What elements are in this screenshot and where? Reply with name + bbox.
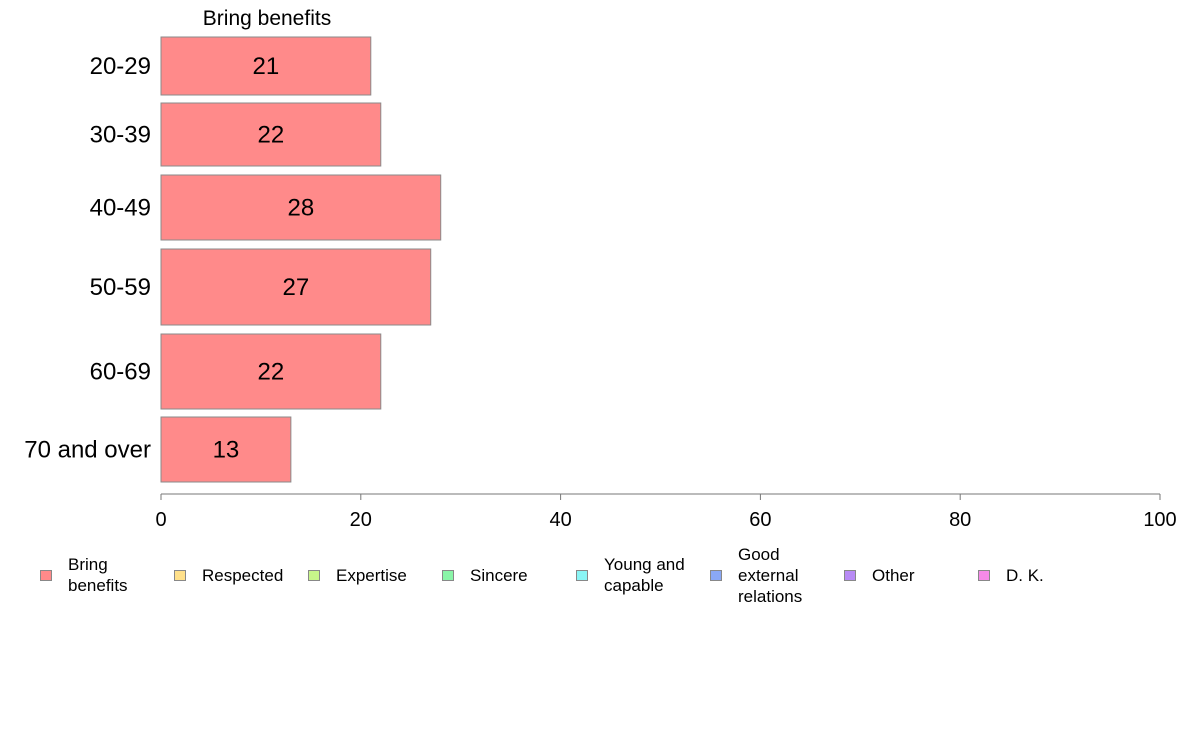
legend-label: D. K. (1006, 566, 1044, 585)
legend-item: D. K. (978, 565, 1044, 586)
legend-item: Sincere (442, 565, 528, 586)
bar-value-label: 13 (213, 437, 240, 464)
legend-label: Respected (202, 566, 284, 585)
x-tick-label: 60 (749, 509, 771, 531)
legend: Bring benefits Respected Expertise Since… (0, 540, 1188, 620)
bar (160, 248, 432, 326)
legend-item: Good external relations (710, 544, 802, 607)
x-tick-label: 0 (155, 509, 166, 531)
legend-item: Young and capable (576, 554, 685, 596)
bar-value-label: 28 (288, 195, 315, 222)
legend-label: Expertise (336, 566, 407, 585)
legend-item: Other (844, 565, 915, 586)
bar-value-label: 22 (258, 359, 285, 386)
legend-item: Respected (174, 565, 283, 586)
legend-label: Sincere (470, 566, 528, 585)
legend-swatch (174, 570, 186, 581)
legend-label: Young and capable (604, 555, 685, 595)
legend-label: Good external relations (738, 545, 803, 606)
bar (160, 36, 372, 96)
bar (160, 416, 292, 483)
category-label: 50-59 (90, 274, 151, 301)
legend-swatch (978, 570, 990, 581)
category-label: 20-29 (90, 53, 151, 80)
bar-value-label: 22 (258, 122, 285, 149)
legend-item: Bring benefits (40, 554, 128, 596)
category-label: 60-69 (90, 359, 151, 386)
legend-label: Bring benefits (68, 555, 128, 595)
category-label: 70 and over (24, 437, 151, 464)
bar-value-label: 21 (253, 53, 280, 80)
legend-swatch (442, 570, 454, 581)
bar-value-label: 27 (283, 274, 310, 301)
bars-group: 21 20-29 22 30-39 28 40-49 27 50-59 22 60-69 13 70 … (24, 36, 442, 483)
legend-swatch (710, 570, 722, 581)
x-tick-label: 20 (350, 509, 372, 531)
bar-chart: Bring benefits 21 20-29 22 30-39 28 40-49 27 50… (24, 7, 1177, 531)
legend-swatch (576, 569, 588, 581)
bar (160, 333, 382, 410)
legend-label: Other (872, 566, 915, 585)
category-label: 30-39 (90, 122, 151, 149)
bar (160, 174, 442, 241)
chart-title: Bring benefits (203, 7, 331, 30)
legend-swatch (308, 570, 320, 581)
x-axis: 0 20 40 60 80 100 (155, 493, 1177, 531)
legend-item: Expertise (308, 565, 407, 586)
x-tick-label: 40 (549, 509, 571, 531)
legend-swatch (844, 570, 856, 581)
category-label: 40-49 (90, 195, 151, 222)
x-tick-label: 80 (949, 509, 971, 531)
x-tick-label: 100 (1143, 509, 1176, 531)
legend-swatch (40, 569, 52, 581)
bar (160, 102, 382, 167)
